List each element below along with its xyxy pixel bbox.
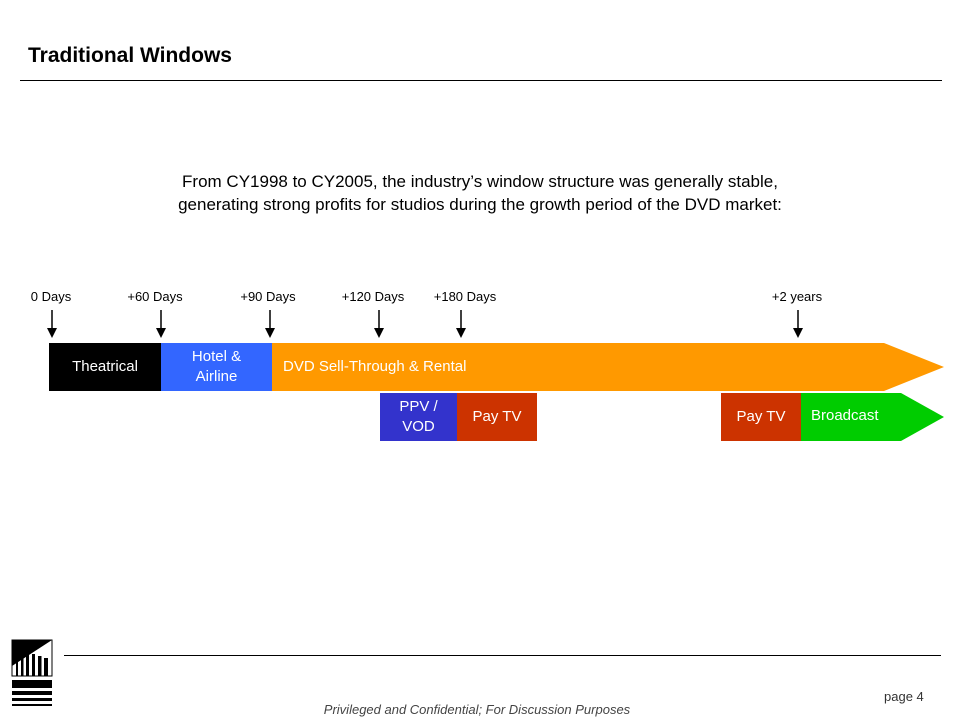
hotel-airline-window: Hotel & Airline	[161, 343, 272, 391]
ppv-label-line-2: VOD	[402, 418, 435, 435]
down-arrow-icon	[265, 310, 275, 338]
confidentiality-notice: Privileged and Confidential; For Discuss…	[323, 702, 631, 717]
theatrical-window: Theatrical	[49, 343, 161, 391]
marker-label-180-days: +180 Days	[433, 289, 497, 304]
intro-text: From CY1998 to CY2005, the industry’s wi…	[60, 170, 900, 216]
pay-tv-label-2: Pay TV	[736, 408, 786, 425]
broadcast-label: Broadcast	[811, 407, 879, 424]
marker-label-0-days: 0 Days	[30, 289, 72, 304]
down-arrow-icon	[793, 310, 803, 338]
hotel-label-line-2: Airline	[195, 368, 238, 385]
ppv-label-line-1: PPV /	[399, 398, 438, 415]
marker-label-60-days: +60 Days	[127, 289, 183, 304]
page-title: Traditional Windows	[28, 44, 232, 67]
down-arrow-icon	[47, 310, 57, 338]
down-arrow-icon	[374, 310, 384, 338]
theatrical-label: Theatrical	[72, 358, 138, 375]
ppv-vod-window: PPV / VOD	[380, 393, 457, 441]
dvd-band-shape	[272, 343, 944, 391]
down-arrow-icon	[156, 310, 166, 338]
dvd-window-band	[272, 343, 944, 391]
pay-tv-label-1: Pay TV	[472, 408, 522, 425]
broadcast-band-shape	[801, 393, 944, 441]
footer-divider	[64, 655, 941, 656]
dvd-label: DVD Sell-Through & Rental	[283, 358, 467, 375]
pay-tv-window-1: Pay TV	[457, 393, 537, 441]
marker-label-120-days: +120 Days	[341, 289, 405, 304]
intro-line-1: From CY1998 to CY2005, the industry’s wi…	[182, 172, 778, 191]
broadcast-window-band	[801, 393, 944, 441]
marker-label-2-years: +2 years	[771, 289, 823, 304]
title-divider	[20, 80, 942, 81]
marker-label-90-days: +90 Days	[240, 289, 296, 304]
intro-line-2: generating strong profits for studios du…	[178, 195, 782, 214]
hotel-label-line-1: Hotel &	[191, 348, 242, 365]
down-arrow-icon	[456, 310, 466, 338]
pay-tv-window-2: Pay TV	[721, 393, 801, 441]
page-number: page 4	[884, 689, 924, 704]
sony-pictures-logo	[11, 639, 53, 706]
